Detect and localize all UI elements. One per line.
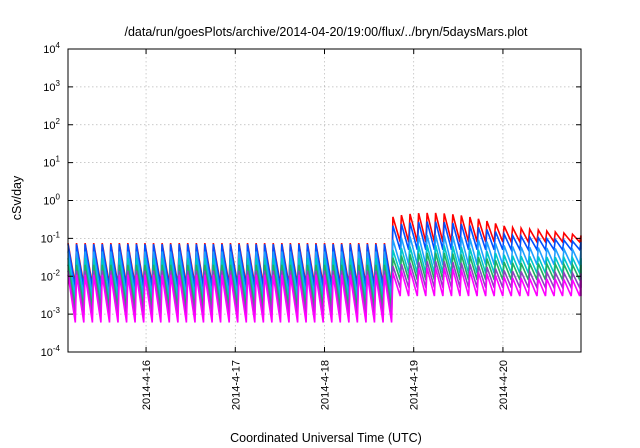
grid-lines [68,49,581,352]
y-axis-label: cSv/day [10,175,24,220]
y-tick-label: 10-3 [41,306,61,321]
series-line [67,267,582,323]
x-tick-label: 2014-4-19 [409,360,421,410]
x-axis-label: Coordinated Universal Time (UTC) [230,431,422,445]
y-tick-label: 104 [43,41,60,56]
series-group [67,212,582,323]
y-tick-label: 103 [43,79,60,94]
series-line [67,221,582,288]
y-axis: 10-4 10-3 10-2 10-1 100 101 102 103 104 [41,41,581,359]
y-tick-label: 10-1 [41,230,61,245]
series-line [67,244,582,303]
x-tick-label: 2014-4-16 [141,360,153,410]
y-tick-label: 10-2 [41,268,61,283]
chart-title: /data/run/goesPlots/archive/2014-04-20/1… [124,25,528,39]
x-tick-label: 2014-4-18 [320,360,332,410]
x-axis: 2014-4-16 2014-4-17 2014-4-18 2014-4-19 2014… [141,49,510,410]
y-tick-label: 102 [43,117,60,132]
series-line [67,252,582,308]
y-tick-label: 101 [43,155,60,170]
y-tick-label: 10-4 [41,344,61,359]
series-line [67,234,582,297]
x-tick-label: 2014-4-20 [498,360,510,410]
y-tick-label: 100 [43,193,60,208]
x-tick-label: 2014-4-17 [230,360,242,410]
